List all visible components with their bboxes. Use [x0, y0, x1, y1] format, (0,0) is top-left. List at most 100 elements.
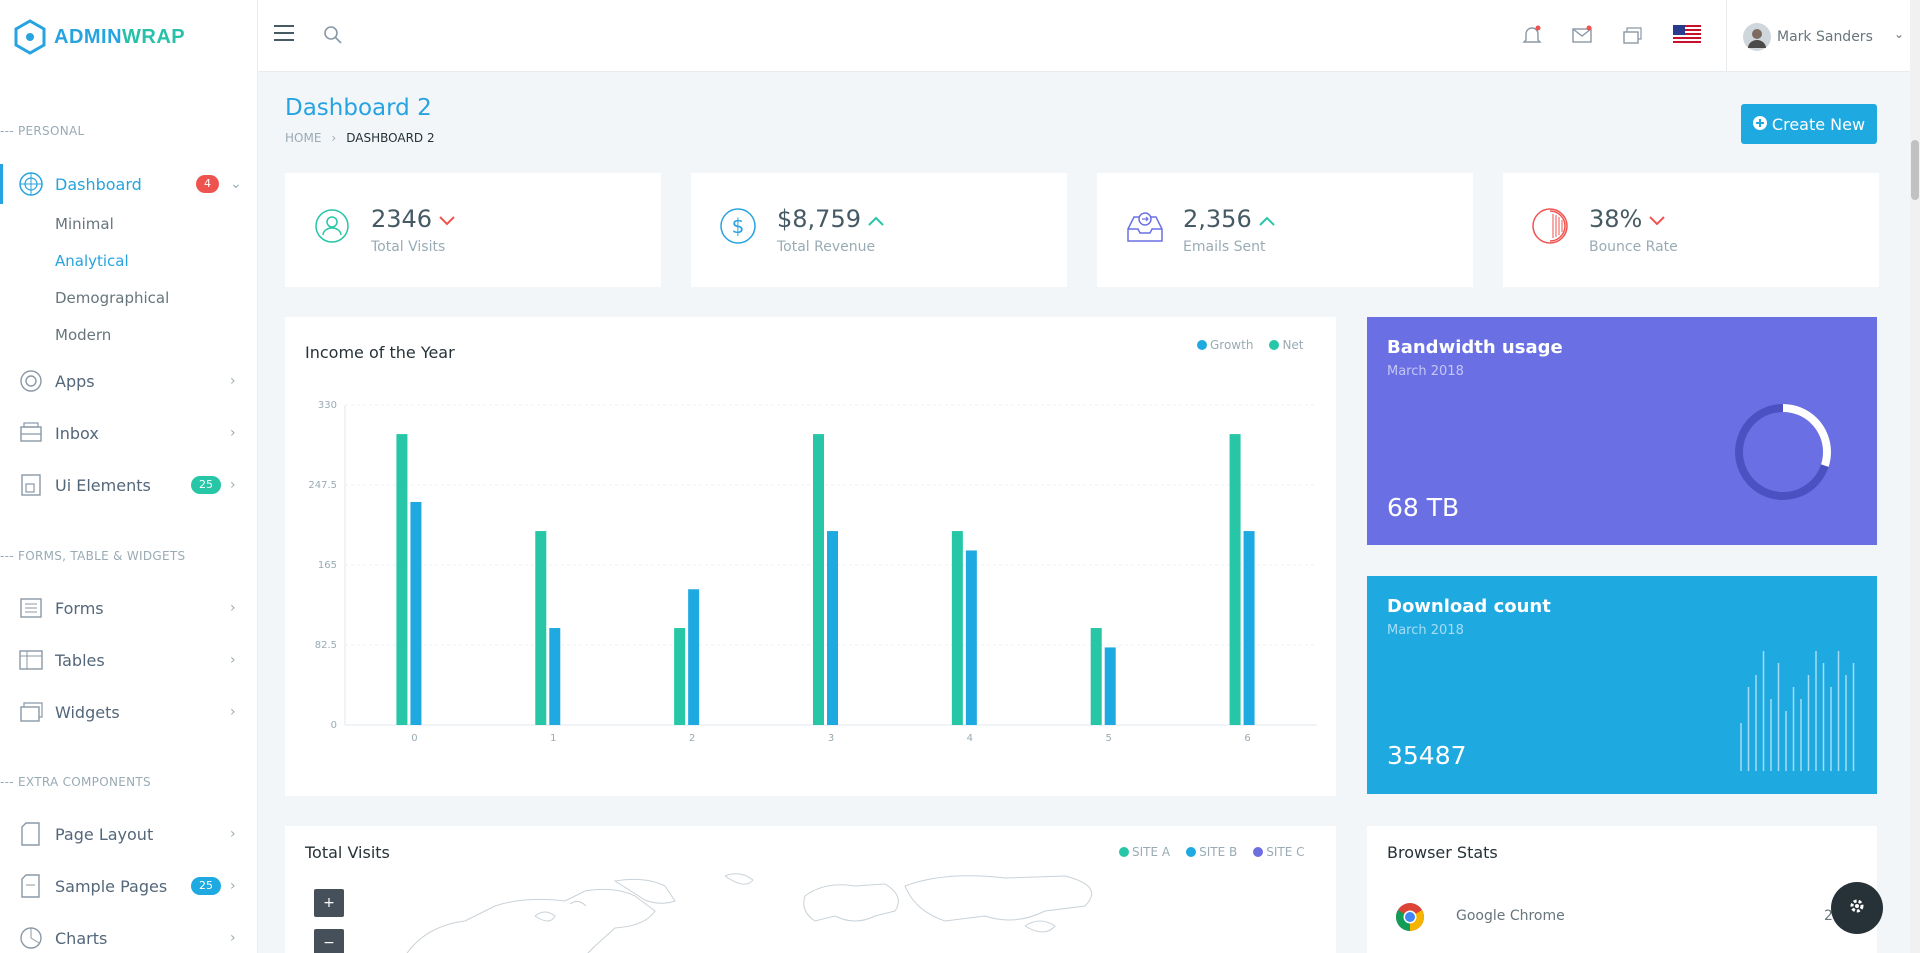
section-title-personal: --- PERSONAL — [0, 124, 85, 138]
sidebar-subitem-minimal[interactable]: Minimal — [55, 215, 114, 233]
stat-value: 2346 — [371, 205, 433, 233]
legend-item-site-b[interactable]: SITE B — [1186, 845, 1237, 859]
chrome-icon — [1395, 902, 1425, 936]
y-tick-label: 165 — [318, 560, 337, 571]
gear-icon — [1848, 897, 1866, 919]
download-subtitle: March 2018 — [1387, 623, 1464, 638]
y-tick-label: 330 — [318, 400, 337, 411]
sidebar-item-label: Apps — [55, 371, 95, 391]
y-tick-label: 82.5 — [315, 640, 337, 651]
chevron-right-icon: › — [230, 704, 236, 720]
sidebar-subitem-modern[interactable]: Modern — [55, 326, 112, 344]
stat-label: Total Visits — [371, 239, 446, 255]
brand-text-1: ADMIN — [54, 25, 123, 48]
chevron-right-icon: › — [230, 425, 236, 441]
user-target-icon — [313, 207, 351, 249]
create-new-button[interactable]: Create New — [1741, 104, 1877, 144]
breadcrumb: HOME › DASHBOARD 2 — [285, 131, 435, 145]
x-tick-label: 3 — [828, 733, 834, 744]
dashboard-icon — [18, 171, 44, 197]
bar-net-1 — [535, 531, 547, 725]
download-sparkline — [1740, 651, 1855, 771]
bell-icon[interactable] — [1521, 24, 1543, 46]
section-title-extra: --- EXTRA COMPONENTS — [0, 775, 151, 789]
bandwidth-value: 68 TB — [1387, 493, 1460, 522]
sidebar-item-charts[interactable]: Charts › — [0, 918, 258, 953]
stat-label: Bounce Rate — [1589, 239, 1678, 255]
chevron-right-icon: › — [230, 600, 236, 616]
page-layout-icon — [18, 821, 44, 847]
legend-item-site-a[interactable]: SITE A — [1119, 845, 1170, 859]
browser-stats-title: Browser Stats — [1387, 843, 1498, 862]
stat-value: $8,759 — [777, 205, 861, 233]
chevron-right-icon: › — [230, 878, 236, 894]
sidebar-item-ui-elements[interactable]: Ui Elements 25 › — [0, 465, 258, 505]
sidebar: ADMINWRAP --- PERSONAL Dashboard 4 ⌄ Min… — [0, 0, 258, 953]
bar-net-4 — [951, 531, 963, 725]
trend-down-icon — [1648, 205, 1666, 233]
stat-card-emails: 2,356 Emails Sent — [1097, 173, 1473, 287]
map-zoom-in-button[interactable]: + — [314, 889, 344, 917]
stat-label: Total Revenue — [777, 239, 876, 255]
chevron-right-icon: › — [230, 652, 236, 668]
chevron-right-icon: › — [230, 477, 236, 493]
legend-item-net[interactable]: Net — [1269, 338, 1304, 352]
sidebar-item-label: Inbox — [55, 423, 99, 443]
x-tick-label: 0 — [411, 733, 417, 744]
x-tick-label: 6 — [1244, 733, 1250, 744]
inbox-icon — [18, 420, 44, 446]
bar-growth-0 — [410, 501, 422, 725]
stat-card-visits: 2346 Total Visits — [285, 173, 661, 287]
total-visits-card: Total Visits SITE A SITE B SITE C + − — [285, 826, 1336, 953]
inbox-tray-icon — [1125, 207, 1165, 249]
half-circle-icon — [1531, 207, 1569, 249]
brand-logo[interactable]: ADMINWRAP — [14, 19, 185, 55]
sidebar-item-inbox[interactable]: Inbox › — [0, 413, 258, 453]
x-tick-label: 2 — [689, 733, 695, 744]
chevron-down-icon[interactable]: ⌄ — [1894, 27, 1905, 41]
breadcrumb-home[interactable]: HOME — [285, 131, 322, 145]
map-legend: SITE A SITE B SITE C — [1119, 845, 1304, 859]
mail-icon[interactable] — [1571, 24, 1593, 46]
legend-item-site-c[interactable]: SITE C — [1253, 845, 1304, 859]
sidebar-subitem-demographical[interactable]: Demographical — [55, 289, 170, 307]
sidebar-item-dashboard[interactable]: Dashboard 4 ⌄ — [0, 164, 258, 204]
y-tick-label: 247.5 — [308, 480, 337, 491]
income-bar-chart: 0 82.5 165 247.5 330 0 1 2 3 4 5 6 — [308, 400, 1317, 744]
avatar[interactable] — [1743, 23, 1771, 51]
page-scrollbar-thumb[interactable] — [1911, 140, 1919, 200]
legend-item-growth[interactable]: Growth — [1197, 338, 1253, 352]
sidebar-item-page-layout[interactable]: Page Layout › — [0, 814, 258, 854]
chevron-right-icon: › — [230, 826, 236, 842]
map-zoom-out-button[interactable]: − — [314, 929, 344, 953]
settings-button[interactable] — [1831, 882, 1883, 934]
dollar-icon: $ — [719, 207, 757, 249]
sidebar-item-label: Forms — [55, 598, 104, 618]
sidebar-item-label: Page Layout — [55, 824, 154, 844]
user-name[interactable]: Mark Sanders — [1777, 29, 1873, 45]
svg-text:$: $ — [732, 214, 745, 238]
x-tick-label: 4 — [967, 733, 973, 744]
browser-stats-card: Browser Stats Google Chrome 23 — [1367, 826, 1877, 953]
chevron-right-icon: › — [230, 373, 236, 389]
bar-net-0 — [396, 434, 408, 725]
sidebar-item-apps[interactable]: Apps › — [0, 361, 258, 401]
chart-legend: Growth Net — [1197, 338, 1304, 352]
menu-icon[interactable] — [274, 24, 294, 42]
ui-elements-badge: 25 — [191, 476, 221, 494]
sidebar-item-widgets[interactable]: Widgets › — [0, 692, 258, 732]
sidebar-item-forms[interactable]: Forms › — [0, 588, 258, 628]
apps-icon — [18, 368, 44, 394]
sidebar-subitem-analytical[interactable]: Analytical — [55, 252, 129, 270]
stat-value: 38% — [1589, 205, 1643, 233]
bar-growth-4 — [965, 550, 977, 725]
box-icon[interactable] — [1621, 24, 1643, 46]
bar-growth-5 — [1104, 647, 1116, 725]
search-icon[interactable] — [323, 25, 343, 45]
sidebar-item-sample-pages[interactable]: Sample Pages 25 › — [0, 866, 258, 906]
sample-pages-badge: 25 — [191, 877, 221, 895]
bar-growth-1 — [549, 628, 561, 725]
page-scrollbar[interactable] — [1910, 0, 1920, 953]
us-flag-icon[interactable] — [1673, 25, 1701, 45]
sidebar-item-tables[interactable]: Tables › — [0, 640, 258, 680]
